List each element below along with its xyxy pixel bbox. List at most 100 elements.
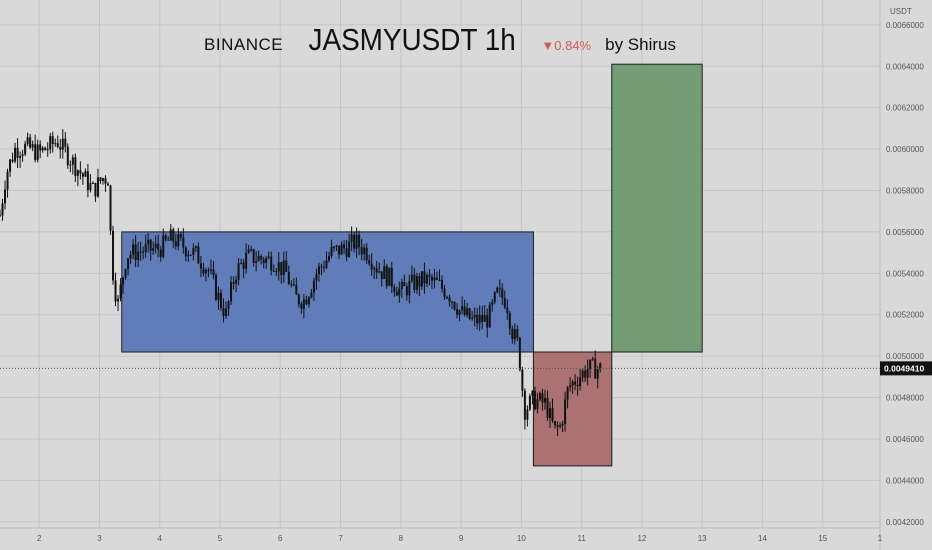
candle-body bbox=[74, 157, 77, 176]
candle-body bbox=[302, 299, 305, 309]
candle-body bbox=[408, 280, 411, 296]
y-tick-label: 0.0048000 bbox=[886, 394, 924, 403]
x-tick-label: 2 bbox=[37, 534, 42, 543]
candle-body bbox=[1, 203, 4, 216]
candle-body bbox=[250, 249, 253, 251]
position-box bbox=[532, 351, 613, 467]
candle-body bbox=[549, 408, 551, 419]
candle-body bbox=[19, 156, 22, 158]
candle-body bbox=[508, 312, 511, 329]
candle-body bbox=[122, 277, 125, 285]
price-axis-panel bbox=[880, 0, 932, 550]
candle-body bbox=[209, 269, 212, 271]
candle-body bbox=[536, 399, 539, 410]
candle-body bbox=[101, 178, 104, 181]
candle-body bbox=[468, 308, 471, 319]
candle-body bbox=[184, 247, 187, 257]
candle-body bbox=[247, 249, 250, 253]
candle-body bbox=[307, 297, 310, 305]
candle-body bbox=[9, 159, 12, 172]
candle-body bbox=[282, 260, 285, 276]
candle-body bbox=[280, 262, 283, 276]
candle-body bbox=[177, 234, 180, 247]
candle-body bbox=[513, 329, 516, 340]
x-tick-label: 14 bbox=[758, 534, 767, 543]
candle-body bbox=[237, 263, 240, 280]
candle-body bbox=[559, 425, 562, 427]
candle-body bbox=[225, 308, 228, 317]
candle-body bbox=[564, 399, 567, 424]
candle-body bbox=[227, 301, 230, 309]
candle-body bbox=[139, 251, 142, 253]
candle-body bbox=[322, 267, 325, 269]
candle-body bbox=[579, 377, 582, 387]
candle-body bbox=[262, 259, 265, 264]
candle-body bbox=[147, 239, 150, 245]
candle-body bbox=[506, 307, 509, 313]
candle-body bbox=[49, 136, 52, 150]
candle-body bbox=[46, 149, 49, 151]
candle-body bbox=[335, 245, 338, 248]
candle-body bbox=[433, 277, 436, 281]
candle-body bbox=[86, 171, 89, 191]
candle-body bbox=[501, 288, 504, 299]
candle-body bbox=[461, 306, 464, 311]
candle-body bbox=[363, 247, 366, 255]
candle-body bbox=[217, 292, 220, 300]
candle-body bbox=[375, 268, 378, 273]
candle-body bbox=[169, 229, 172, 241]
candle-body bbox=[164, 235, 167, 240]
candle-body bbox=[89, 183, 92, 191]
candle-body bbox=[561, 423, 564, 426]
x-tick-label: 12 bbox=[637, 534, 646, 543]
y-tick-label: 0.0064000 bbox=[886, 62, 924, 71]
candle-body bbox=[546, 398, 549, 419]
x-tick-label: 4 bbox=[157, 534, 162, 543]
candle-body bbox=[340, 244, 343, 255]
candle-body bbox=[134, 244, 137, 261]
candle-body bbox=[541, 393, 544, 403]
candle-body bbox=[204, 269, 207, 274]
candle-body bbox=[81, 173, 84, 177]
candle-body bbox=[144, 244, 147, 253]
candle-body bbox=[576, 384, 579, 387]
candle-body bbox=[581, 370, 584, 378]
candle-body bbox=[66, 146, 69, 166]
candle-body bbox=[360, 247, 363, 255]
candle-body bbox=[152, 248, 155, 251]
candle-body bbox=[137, 251, 140, 261]
candle-body bbox=[232, 282, 235, 284]
candle-body bbox=[511, 328, 514, 340]
candle-body bbox=[285, 260, 288, 272]
candle-body bbox=[157, 243, 160, 250]
y-tick-label: 0.0056000 bbox=[886, 228, 924, 237]
candle-body bbox=[16, 147, 19, 158]
y-tick-label: 0.0058000 bbox=[886, 186, 924, 195]
candle-body bbox=[435, 277, 438, 280]
candle-body bbox=[423, 271, 426, 284]
candle-body bbox=[36, 144, 39, 160]
last-price-tag bbox=[880, 361, 932, 376]
candle-body bbox=[317, 266, 320, 275]
candle-body bbox=[119, 284, 122, 299]
candle-body bbox=[566, 387, 569, 400]
candle-body bbox=[14, 147, 17, 162]
candle-body bbox=[277, 262, 280, 272]
candle-body bbox=[488, 304, 491, 328]
candle-body bbox=[430, 276, 433, 281]
candle-body bbox=[554, 421, 557, 426]
candle-body bbox=[91, 182, 94, 184]
candle-body bbox=[343, 244, 346, 249]
symbol-title: JASMYUSDT 1h bbox=[308, 22, 516, 57]
candle-body bbox=[373, 268, 376, 270]
candle-body bbox=[574, 381, 577, 385]
y-tick-label: 0.0052000 bbox=[886, 311, 924, 320]
candle-body bbox=[220, 292, 223, 308]
candle-body bbox=[516, 329, 519, 338]
candle-body bbox=[491, 301, 494, 305]
last-price-label: 0.0049410 bbox=[884, 363, 924, 373]
candle-body bbox=[189, 254, 192, 256]
candle-body bbox=[44, 147, 47, 151]
